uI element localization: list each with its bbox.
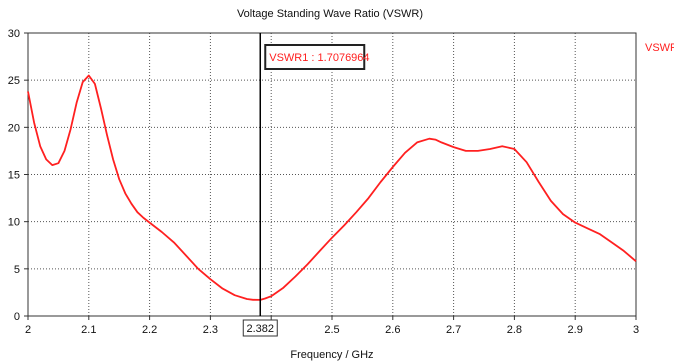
y-tick-label: 0 xyxy=(14,311,20,323)
y-tick-label: 20 xyxy=(8,122,20,134)
marker-layer: 2.382 VSWR1 : 1.7076964 xyxy=(242,33,370,337)
x-tick-label: 2 xyxy=(25,324,31,336)
x-tick-label: 2.1 xyxy=(81,324,96,336)
marker-x-box xyxy=(242,319,278,337)
y-tick-label: 30 xyxy=(8,28,20,40)
x-tick-label: 3 xyxy=(633,324,639,336)
y-tick-label: 5 xyxy=(14,264,20,276)
y-tick-label: 15 xyxy=(8,170,20,182)
x-tick-label: 2.8 xyxy=(507,324,522,336)
marker-value-label: VSWR1 : 1.7076964 xyxy=(269,52,369,64)
x-tick-label: 2.7 xyxy=(446,324,461,336)
marker-x-label: 2.382 xyxy=(246,323,274,335)
series-line-vswr xyxy=(27,74,637,301)
chart-title: Voltage Standing Wave Ratio (VSWR) xyxy=(237,8,423,20)
x-axis-label: Frequency / GHz xyxy=(290,349,373,361)
marker-value-box xyxy=(264,44,366,70)
x-tick-label: 2.6 xyxy=(385,324,400,336)
y-tick-label: 10 xyxy=(8,217,20,229)
grid xyxy=(28,33,636,316)
y-tick-label: 25 xyxy=(8,75,20,87)
legend-vswr: VSWR xyxy=(645,42,674,54)
x-tick-label: 2.9 xyxy=(568,324,583,336)
x-tick-label: 2.3 xyxy=(203,324,218,336)
x-tick-label: 2.2 xyxy=(142,324,157,336)
series-layer xyxy=(27,74,637,301)
x-tick-label: 2.5 xyxy=(324,324,339,336)
